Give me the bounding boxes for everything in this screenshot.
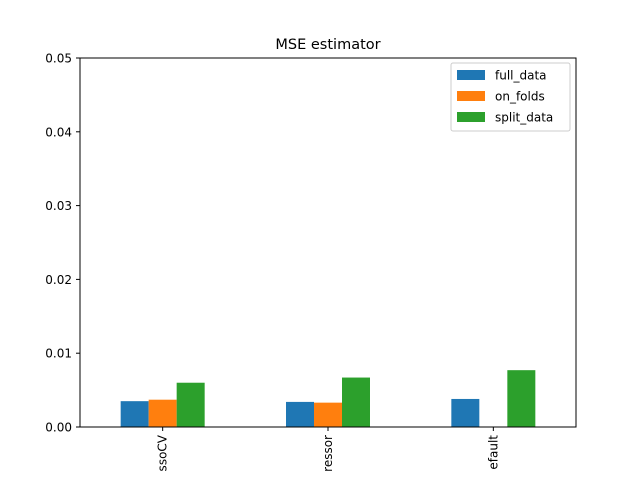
bar-split_data-0: [176, 382, 205, 427]
bar-full_data-0: [120, 401, 149, 427]
bar-split_data-1: [342, 377, 370, 427]
legend: full_data on_folds split_data: [450, 62, 571, 132]
y-tick-label: 0.02: [45, 273, 72, 287]
y-tick-label: 0.03: [45, 199, 72, 213]
y-axis: 0.00 0.01 0.02 0.03 0.04 0.05: [45, 52, 80, 435]
x-tick-label: ressor: [321, 435, 335, 472]
y-tick-label: 0.04: [45, 125, 72, 139]
x-tick-label: ssoCV: [156, 434, 170, 471]
legend-label-on_folds: on_folds: [495, 90, 545, 104]
legend-swatch-split_data: [457, 112, 485, 122]
chart-title: MSE estimator: [275, 37, 380, 53]
bars: [120, 370, 536, 427]
bar-split_data-2: [507, 370, 536, 427]
y-tick-label: 0.01: [45, 347, 72, 361]
plot-frame: [79, 57, 577, 428]
legend-label-split_data: split_data: [495, 111, 553, 125]
bar-full_data-2: [451, 398, 480, 427]
legend-swatch-on_folds: [457, 91, 485, 101]
legend-label-full_data: full_data: [495, 69, 547, 83]
bar-full_data-1: [286, 401, 314, 427]
bar-on_folds-0: [148, 399, 177, 427]
y-tick-label: 0.00: [45, 421, 72, 435]
legend-swatch-full_data: [457, 70, 485, 80]
x-axis: ssoCV ressor efault: [156, 427, 500, 472]
x-tick-label: efault: [486, 435, 500, 470]
bar-on_folds-1: [314, 402, 342, 427]
y-tick-label: 0.05: [45, 52, 72, 66]
